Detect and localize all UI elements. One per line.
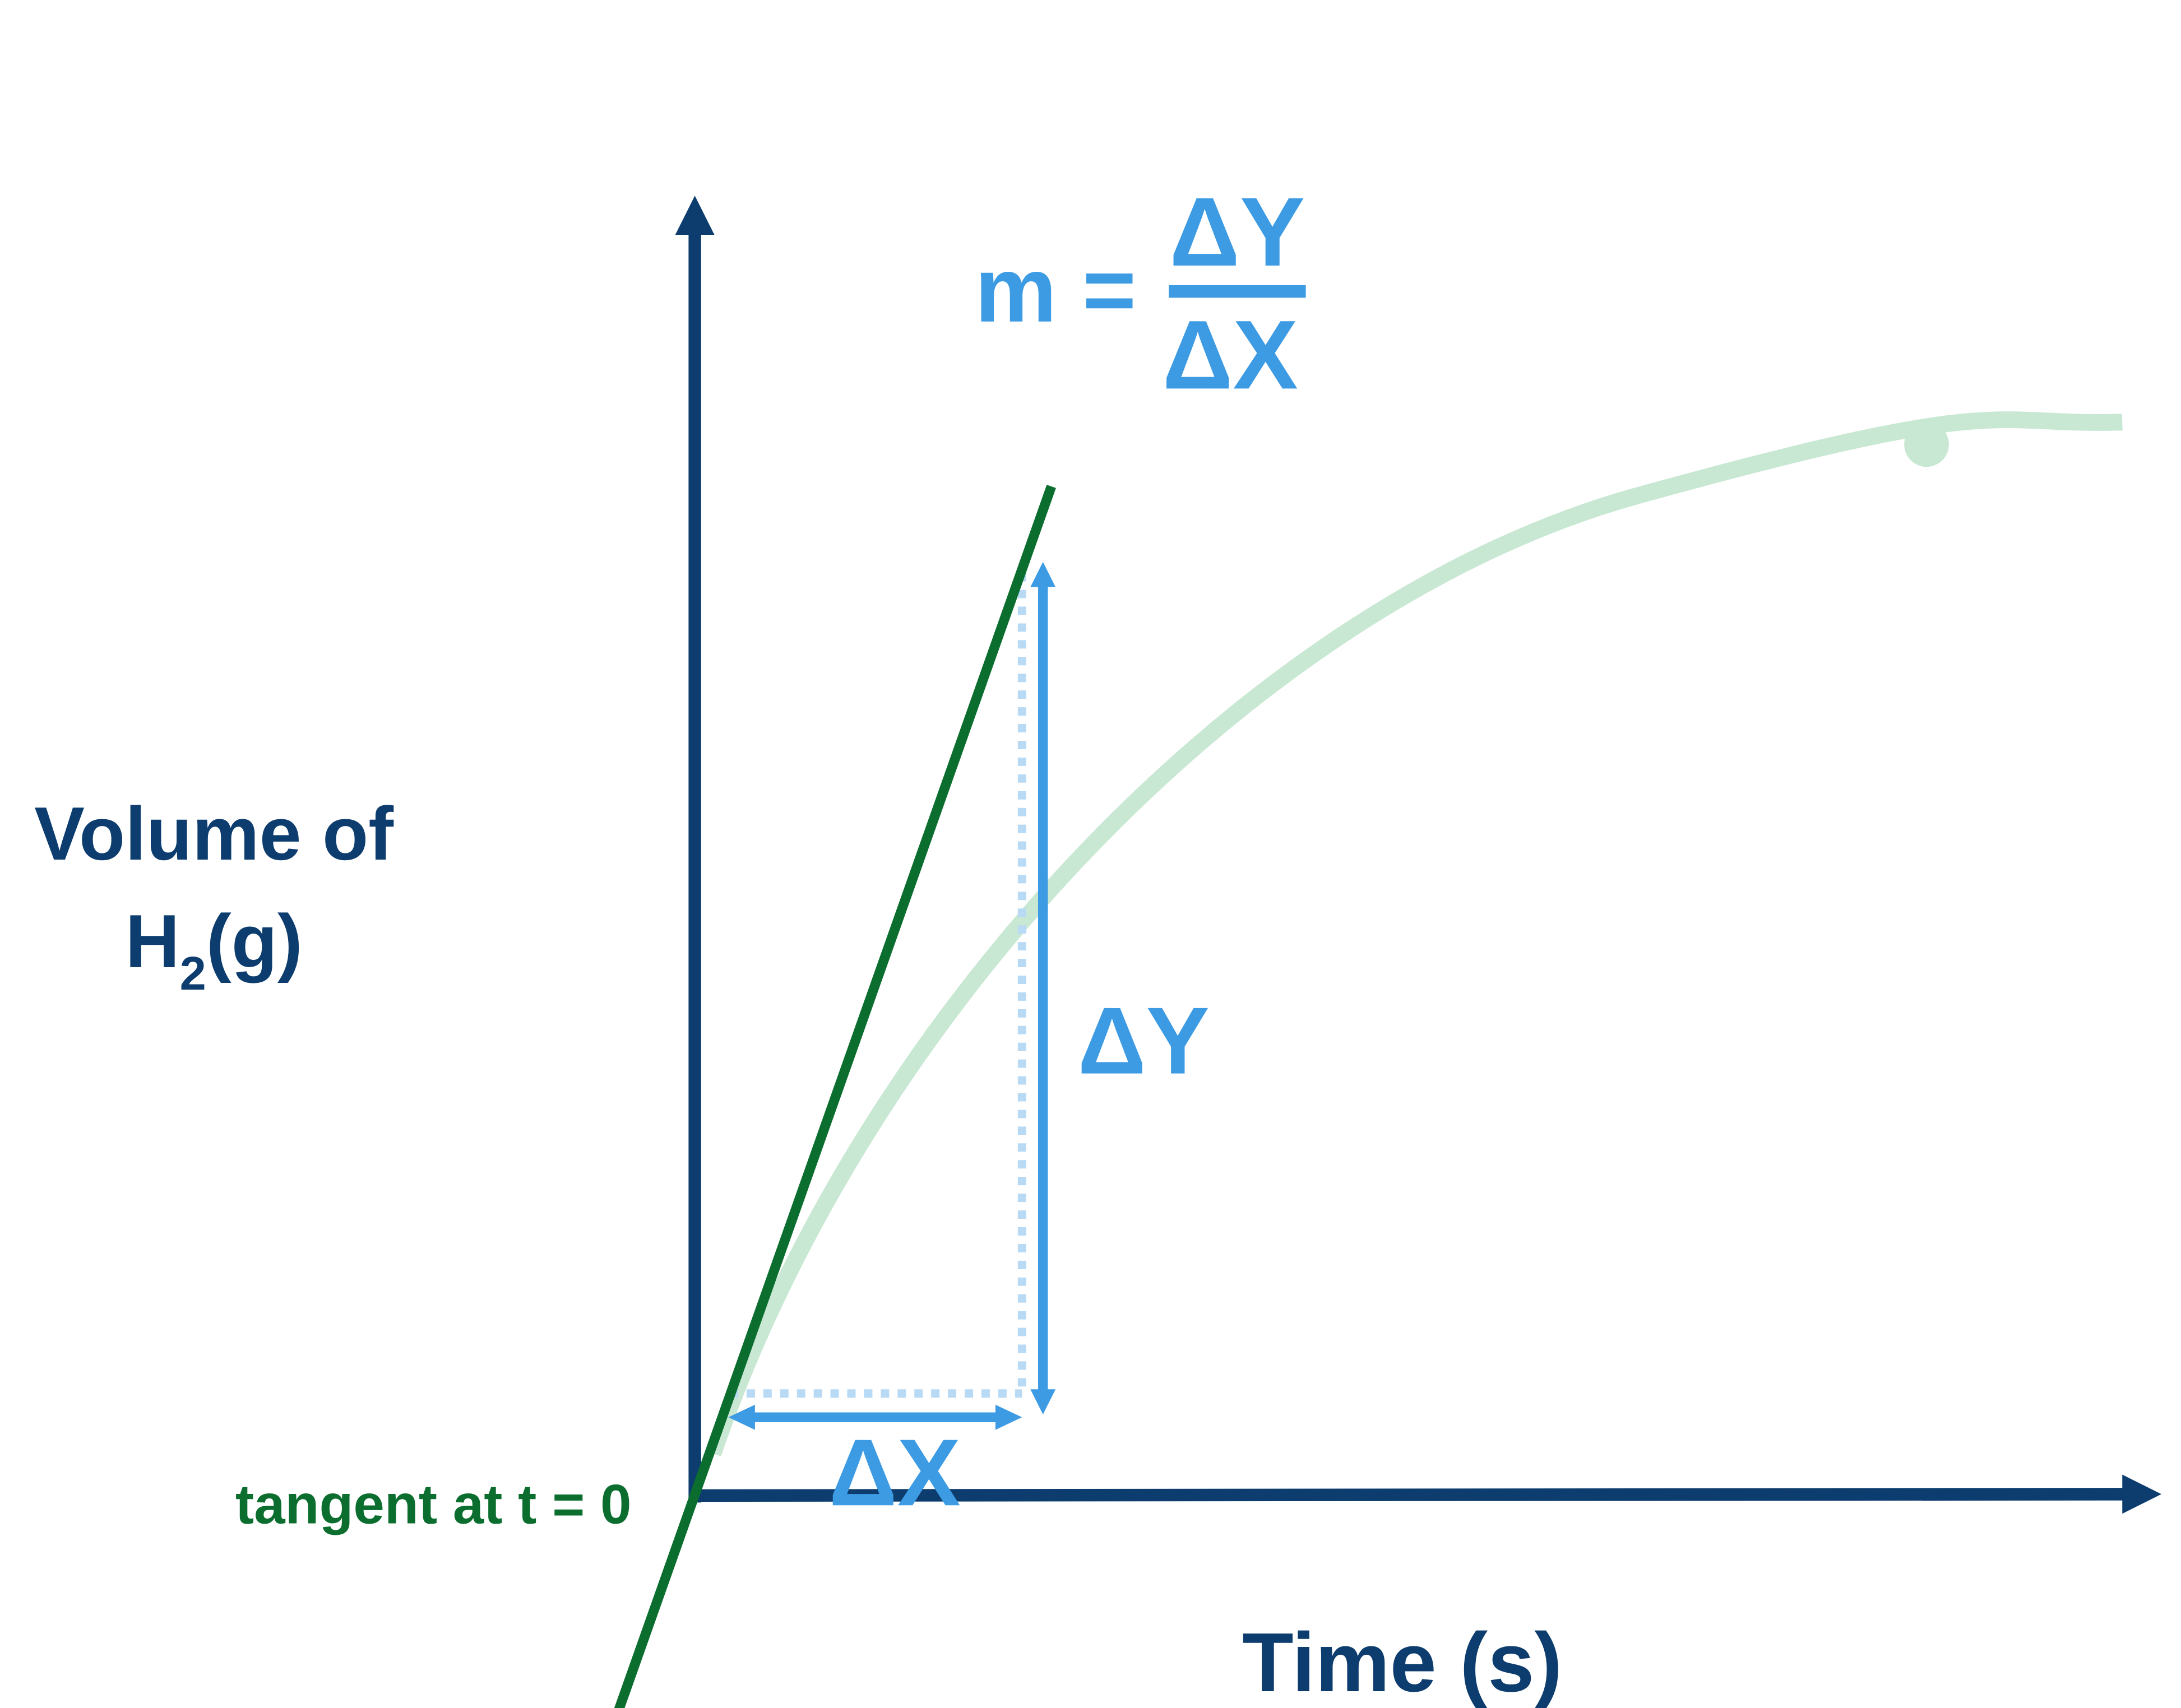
y-axis-label-line2: H2(g)	[125, 899, 302, 1000]
tangent-label: tangent at t = 0	[235, 1474, 632, 1536]
formula-lhs: m =	[975, 238, 1136, 341]
y-label-h: H	[125, 899, 179, 983]
arrow-head	[1030, 1389, 1056, 1415]
delta-y-label: ΔY	[1078, 987, 1210, 1094]
formula-numerator: ΔY	[1169, 177, 1305, 286]
fraction-bar	[1169, 285, 1306, 298]
x-axis	[689, 1488, 2128, 1502]
arrow-head	[728, 1404, 755, 1430]
arrow-head	[995, 1404, 1022, 1430]
tangent-line	[614, 485, 1056, 1708]
y-label-subscript: 2	[180, 946, 206, 1000]
reaction-curve	[705, 411, 2123, 1456]
y-axis-label-line1: Volume of	[34, 791, 394, 876]
formula-denominator: ΔX	[1163, 300, 1298, 409]
y-label-end: (g)	[206, 899, 303, 983]
curve-point	[1904, 422, 1949, 467]
y-axis-arrow	[675, 196, 715, 235]
x-axis-arrow	[2122, 1474, 2162, 1514]
delta-x-label: ΔX	[829, 1419, 961, 1525]
x-axis-label: Time (s)	[1242, 1616, 1562, 1708]
arrow-head	[1030, 561, 1056, 587]
